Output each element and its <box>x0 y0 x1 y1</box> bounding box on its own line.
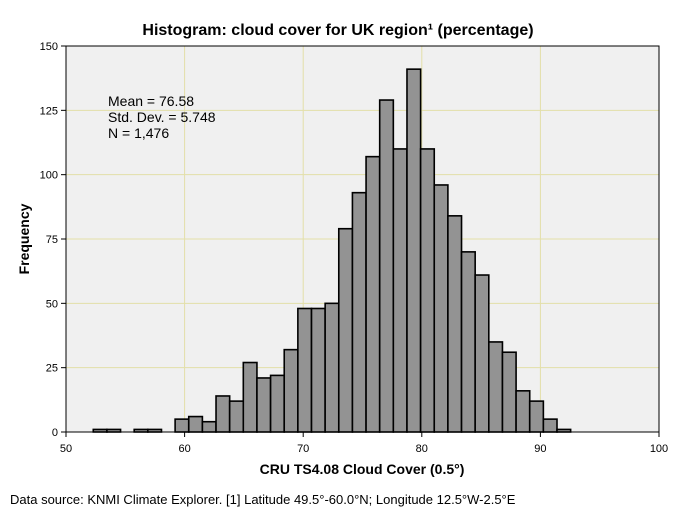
x-tick-label: 90 <box>534 443 546 455</box>
y-tick-label: 50 <box>46 298 58 310</box>
histogram-bar <box>474 274 490 433</box>
histogram-bar <box>501 351 517 433</box>
chart-title: Histogram: cloud cover for UK region¹ (p… <box>142 22 533 39</box>
histogram-bar <box>419 148 436 433</box>
histogram-bar <box>447 215 463 433</box>
histogram-bar <box>392 148 408 433</box>
data-source-note: Data source: KNMI Climate Explorer. [1] … <box>10 492 516 507</box>
histogram-bar <box>283 348 299 433</box>
stats-std-dev: Std. Dev. = 5.748 <box>108 109 216 125</box>
histogram-bar <box>174 418 190 433</box>
histogram-bar <box>488 341 504 433</box>
histogram-bar <box>269 374 286 433</box>
histogram-bar <box>542 418 558 433</box>
y-tick-label: 100 <box>40 170 58 182</box>
stats-n: N = 1,476 <box>108 125 169 141</box>
histogram-bar <box>528 400 545 433</box>
y-tick-label: 125 <box>40 105 58 117</box>
y-tick-label: 0 <box>52 427 58 439</box>
histogram-bar <box>515 390 531 433</box>
histogram-bar <box>406 68 422 433</box>
axis-ticks: 50 60 70 80 90 100 0 25 50 75 100 125 150 <box>40 41 669 455</box>
histogram-bar <box>351 191 367 433</box>
histogram-bar <box>378 99 395 433</box>
x-axis-label: CRU TS4.08 Cloud Cover (0.5°) <box>260 461 465 477</box>
y-tick-label: 75 <box>46 234 58 246</box>
stats-mean: Mean = 76.58 <box>108 93 194 109</box>
x-tick-label: 50 <box>60 443 72 455</box>
histogram-bar <box>310 307 326 433</box>
histogram-bars <box>92 68 572 433</box>
histogram-bar <box>297 307 313 433</box>
histogram-bar <box>433 184 449 433</box>
stats-box: Mean = 76.58 Std. Dev. = 5.748 N = 1,476 <box>108 93 216 141</box>
histogram-bar <box>187 415 204 433</box>
histogram-bar <box>215 395 231 433</box>
histogram-bar <box>256 377 272 433</box>
histogram-bar <box>228 400 245 433</box>
histogram-bar <box>365 155 381 433</box>
y-tick-label: 150 <box>40 41 58 53</box>
x-tick-label: 80 <box>416 443 428 455</box>
x-tick-label: 70 <box>297 443 309 455</box>
histogram-bar <box>242 361 258 433</box>
histogram-bar <box>460 251 476 433</box>
x-tick-label: 60 <box>178 443 190 455</box>
x-tick-label: 100 <box>650 443 668 455</box>
histogram-bar <box>324 302 340 433</box>
y-axis-label: Frequency <box>16 203 32 274</box>
y-tick-label: 25 <box>46 363 58 375</box>
histogram-bar <box>337 227 354 433</box>
histogram-bar <box>201 420 217 433</box>
